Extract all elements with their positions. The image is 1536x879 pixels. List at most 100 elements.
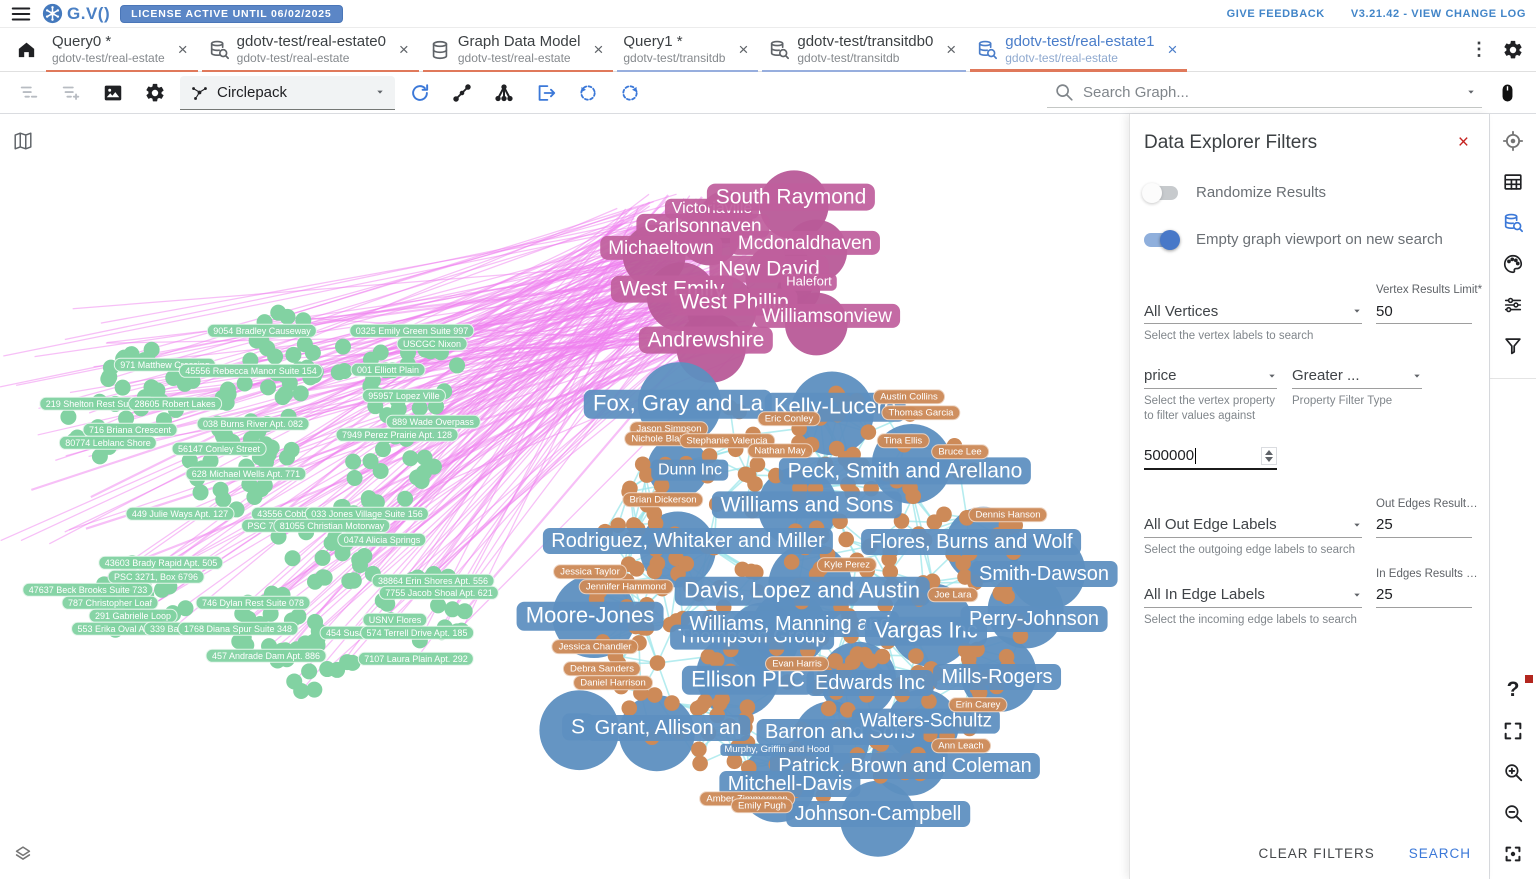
graph-node-company[interactable]: Williams and Sons bbox=[711, 491, 903, 519]
screenshot-icon[interactable] bbox=[96, 76, 130, 110]
graph-node-company[interactable]: Edwards Inc bbox=[806, 670, 934, 696]
tab-graph-data-model[interactable]: Graph Data Model gdotv-test/real-estate × bbox=[421, 28, 616, 72]
graph-node-address[interactable]: 001 Elliott Plain bbox=[350, 362, 426, 378]
graph-node-address[interactable]: 9054 Bradley Causeway bbox=[206, 323, 318, 339]
tab-gdotv-test-real-estate0[interactable]: gdotv-test/real-estate0 gdotv-test/real-e… bbox=[200, 28, 421, 72]
zoom-out-icon[interactable] bbox=[1500, 800, 1526, 826]
graph-node-person[interactable]: Dennis Hanson bbox=[968, 507, 1048, 523]
graph-node-company[interactable]: Moore-Jones bbox=[516, 601, 664, 631]
graph-node-city[interactable]: South Raymond bbox=[706, 183, 876, 211]
graph-node-city[interactable]: Michaeltown bbox=[600, 235, 722, 261]
out-edges-limit-input[interactable]: 25 bbox=[1376, 516, 1393, 534]
graph-node-address[interactable]: 7755 Jacob Shoal Apt. 621 bbox=[378, 585, 500, 601]
graph-node-person[interactable]: Nichole Blair bbox=[624, 431, 692, 447]
vertex-limit-input[interactable]: 50 bbox=[1376, 302, 1393, 320]
graph-node-person[interactable]: Joe Lara bbox=[927, 587, 979, 603]
tab-close-icon[interactable]: × bbox=[946, 39, 957, 59]
tab-query0-[interactable]: Query0 * gdotv-test/real-estate × bbox=[44, 28, 200, 72]
graph-node-person[interactable]: Jennifer Hammond bbox=[578, 579, 674, 595]
minimap-icon[interactable] bbox=[12, 130, 34, 152]
in-edges-limit-input[interactable]: 25 bbox=[1376, 586, 1393, 604]
graph-node-city[interactable]: Mcdonaldhaven bbox=[729, 230, 881, 256]
graph-node-person[interactable]: Erin Carey bbox=[948, 697, 1008, 713]
graph-node-company[interactable]: Johnson-Campbell bbox=[786, 801, 970, 827]
graph-node-company[interactable]: Ellison PLC bbox=[681, 665, 815, 695]
clear-filters-button[interactable]: CLEAR FILTERS bbox=[1258, 846, 1375, 861]
graph-node-address[interactable]: PSC 3271, Box 6796 bbox=[107, 569, 205, 585]
number-spinner[interactable] bbox=[1261, 446, 1277, 465]
fullscreen-icon[interactable] bbox=[1500, 718, 1526, 744]
graph-node-person[interactable]: Kyle Perez bbox=[816, 557, 878, 573]
graph-node-address[interactable]: 0474 Alicia Springs bbox=[337, 532, 427, 548]
graph-node-address[interactable]: 574 Terrell Drive Apt. 185 bbox=[360, 625, 474, 641]
graph-node-person[interactable]: Nathan May bbox=[747, 443, 813, 459]
graph-node-address[interactable]: 56147 Conley Street bbox=[171, 441, 267, 457]
graph-node-city[interactable]: Andrewshire bbox=[638, 326, 774, 354]
graph-node-address[interactable]: 80774 Leblanc Shore bbox=[58, 435, 158, 451]
tab-close-icon[interactable]: × bbox=[738, 39, 749, 59]
tab-close-icon[interactable]: × bbox=[1167, 39, 1178, 59]
search-chevron-down-icon[interactable] bbox=[1466, 87, 1476, 97]
graph-node-address[interactable]: 81055 Christian Motorway bbox=[273, 518, 391, 534]
graph-node-company[interactable]: Davis, Lopez and Austin bbox=[674, 576, 930, 606]
out-edge-labels-select[interactable]: All Out Edge Labels bbox=[1144, 513, 1362, 537]
table-view-icon[interactable] bbox=[1500, 169, 1526, 195]
mouse-mode-icon[interactable] bbox=[1490, 76, 1524, 110]
property-filter-type-select[interactable]: Greater ... bbox=[1292, 364, 1422, 388]
give-feedback-link[interactable]: GIVE FEEDBACK bbox=[1226, 7, 1325, 20]
graph-node-address[interactable]: 449 Julie Ways Apt. 127 bbox=[125, 506, 235, 522]
graph-node-person[interactable]: Eric Conley bbox=[757, 411, 821, 427]
graph-node-company[interactable]: Grant, Allison an bbox=[586, 715, 750, 741]
graph-node-address[interactable]: 7949 Perez Prairie Apt. 128 bbox=[335, 427, 459, 443]
graph-node-address[interactable]: 1768 Diana Spur Suite 348 bbox=[177, 621, 299, 637]
tab-gdotv-test-real-estate1[interactable]: gdotv-test/real-estate1 gdotv-test/real-e… bbox=[968, 28, 1189, 72]
tab-query1-[interactable]: Query1 * gdotv-test/transitdb × bbox=[615, 28, 760, 72]
graph-node-address[interactable]: 746 Dylan Rest Suite 078 bbox=[195, 595, 311, 611]
edge-style-icon[interactable] bbox=[445, 76, 479, 110]
vertex-labels-select[interactable]: All Vertices bbox=[1144, 299, 1362, 323]
export-icon[interactable] bbox=[529, 76, 563, 110]
display-settings-icon[interactable] bbox=[138, 76, 172, 110]
hamburger-menu-icon[interactable] bbox=[10, 3, 32, 25]
graph-node-company[interactable]: Smith-Dawson bbox=[970, 561, 1118, 587]
graph-node-person[interactable]: Daniel Harrison bbox=[573, 675, 653, 691]
in-edge-labels-select[interactable]: All In Edge Labels bbox=[1144, 583, 1362, 607]
graph-node-company[interactable]: Peck, Smith and Arellano bbox=[778, 457, 1032, 485]
graph-node-person[interactable]: Tina Ellis bbox=[876, 433, 930, 449]
graph-node-city[interactable]: Halefort bbox=[780, 273, 838, 291]
graph-node-person[interactable]: Thomas Garcia bbox=[881, 405, 961, 421]
tab-overflow-menu-icon[interactable]: ⋮ bbox=[1470, 39, 1488, 59]
refresh-layout-icon[interactable] bbox=[403, 76, 437, 110]
graph-node-company[interactable]: Rodriguez, Whitaker and Miller bbox=[542, 528, 834, 554]
remove-filter-icon[interactable] bbox=[12, 76, 46, 110]
display-tune-icon[interactable] bbox=[1500, 292, 1526, 318]
graph-node-person[interactable]: Austin Collins bbox=[873, 389, 945, 405]
tab-gdotv-test-transitdb0[interactable]: gdotv-test/transitdb0 gdotv-test/transitd… bbox=[760, 28, 968, 72]
graph-node-person[interactable]: Evan Harris bbox=[765, 656, 829, 672]
graph-node-address[interactable]: 457 Andrade Dam Apt. 886 bbox=[205, 648, 327, 664]
randomize-results-toggle[interactable] bbox=[1142, 182, 1178, 203]
graph-node-city[interactable]: Williamsonview bbox=[754, 303, 900, 329]
graph-node-company[interactable]: Walters-Schultz bbox=[851, 708, 1001, 734]
graph-node-person[interactable]: Brian Dickerson bbox=[622, 492, 704, 508]
close-panel-icon[interactable]: × bbox=[1457, 132, 1469, 153]
graph-search-input[interactable] bbox=[1083, 83, 1458, 101]
graph-node-person[interactable]: Jessica Taylor bbox=[553, 564, 627, 580]
graph-node-person[interactable]: Bruce Lee bbox=[931, 444, 989, 460]
settings-gear-icon[interactable] bbox=[1502, 39, 1524, 61]
graph-node-company[interactable]: Dunn Inc bbox=[651, 459, 729, 481]
graph-node-company[interactable]: Mills-Rogers bbox=[933, 664, 1061, 690]
graph-node-address[interactable]: USCGC Nixon bbox=[396, 336, 468, 352]
layers-icon[interactable] bbox=[12, 843, 34, 865]
graph-viewport[interactable]: 9054 Bradley Causeway 0325 Emily Green Su… bbox=[0, 114, 1129, 879]
property-value-input[interactable]: 500000 bbox=[1144, 444, 1277, 468]
help-icon[interactable]: ? bbox=[1500, 675, 1533, 703]
tab-close-icon[interactable]: × bbox=[177, 39, 188, 59]
zoom-in-icon[interactable] bbox=[1500, 759, 1526, 785]
tab-close-icon[interactable]: × bbox=[398, 39, 409, 59]
graph-node-address[interactable]: 95957 Lopez Ville bbox=[361, 388, 447, 404]
undo-layout-icon[interactable] bbox=[571, 76, 605, 110]
graph-node-company[interactable]: Flores, Burns and Wolf bbox=[861, 529, 1081, 555]
data-explorer-icon[interactable] bbox=[1500, 210, 1526, 236]
graph-node-address[interactable]: 43603 Brady Rapid Apt. 505 bbox=[98, 555, 224, 571]
